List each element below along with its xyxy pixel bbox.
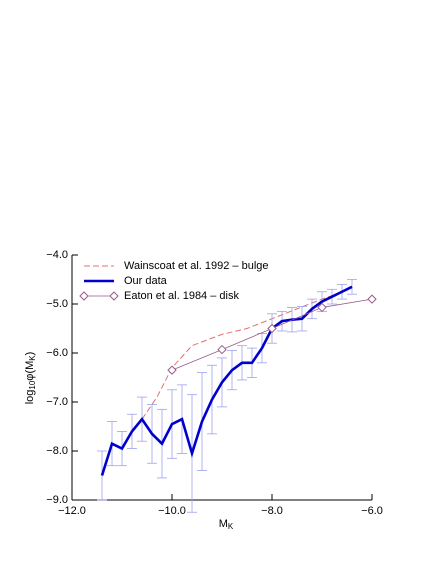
x-label-sub: K: [228, 522, 234, 531]
y-label-part: φ(M: [24, 361, 36, 381]
y-tick-label: −8.0: [46, 445, 68, 457]
y-tick-label: −5.0: [46, 298, 68, 310]
marker: [167, 365, 177, 375]
legend-marker: [79, 291, 89, 301]
x-tick-label: −8.0: [261, 505, 283, 517]
legend-marker: [109, 291, 119, 301]
y-label-part: log: [24, 390, 36, 405]
marker: [367, 294, 377, 304]
x-axis-label: MK: [219, 518, 234, 531]
x-tick-label: −12.0: [58, 505, 86, 517]
legend-label: Our data: [124, 275, 168, 287]
y-tick-label: −6.0: [46, 347, 68, 359]
y-label-sub: K: [28, 355, 37, 361]
legend-label: Wainscoat et al. 1992 – bulge: [124, 260, 269, 272]
marker: [317, 302, 327, 313]
marker: [267, 323, 277, 334]
y-tick-label: −7.0: [46, 396, 68, 408]
x-tick-label: −10.0: [158, 505, 186, 517]
y-tick-label: −9.0: [46, 494, 68, 506]
legend-label: Eaton et al. 1984 – disk: [124, 290, 239, 302]
series-line: [100, 285, 353, 476]
x-tick-label: −6.0: [361, 505, 383, 517]
x-label-part: M: [219, 518, 228, 530]
marker: [217, 344, 227, 355]
y-label-sub: 10: [28, 380, 37, 389]
y-label-part: ): [24, 352, 36, 356]
y-axis-label: log10φ(MK): [24, 352, 37, 405]
y-tick-label: −4.0: [46, 249, 68, 261]
